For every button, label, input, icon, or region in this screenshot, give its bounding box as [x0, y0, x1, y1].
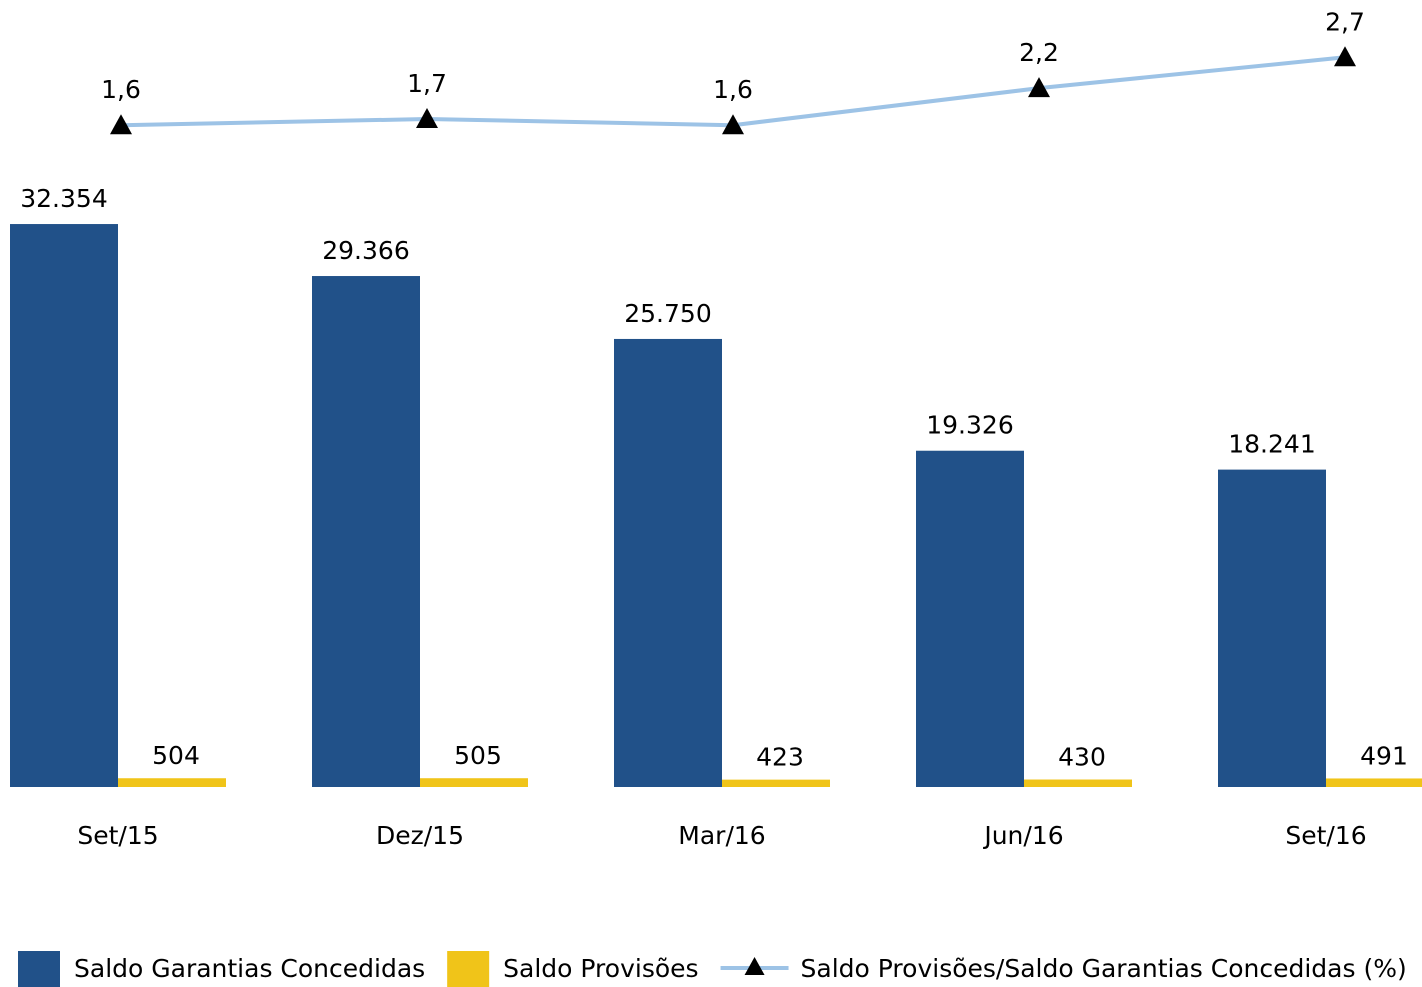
- bar: [312, 276, 420, 787]
- marker: [1334, 46, 1356, 67]
- marker: [1028, 77, 1050, 98]
- marker: [110, 114, 132, 135]
- bar: [1218, 469, 1326, 787]
- data-label: 504: [152, 741, 200, 770]
- bar: [916, 450, 1024, 787]
- marker: [416, 108, 438, 129]
- legend-label: Saldo Provisões/Saldo Garantias Concedid…: [801, 954, 1407, 983]
- legend-marker: [744, 957, 765, 975]
- legend-label: Saldo Provisões: [503, 954, 698, 983]
- legend-swatch: [447, 951, 490, 987]
- data-label: 491: [1360, 741, 1408, 770]
- x-tick-label: Jun/16: [982, 821, 1063, 850]
- data-label: 29.366: [322, 236, 409, 265]
- data-label: 1,6: [713, 75, 753, 104]
- marker: [722, 114, 744, 135]
- data-label: 1,7: [407, 69, 447, 98]
- data-label: 2,2: [1019, 38, 1059, 67]
- data-label: 430: [1058, 743, 1106, 772]
- legend-label: Saldo Garantias Concedidas: [74, 954, 425, 983]
- data-label: 25.750: [624, 299, 711, 328]
- bar: [1326, 778, 1422, 787]
- bar: [118, 778, 226, 787]
- data-label: 423: [756, 743, 804, 772]
- x-tick-label: Set/16: [1285, 821, 1366, 850]
- data-label: 32.354: [20, 184, 107, 213]
- x-tick-label: Dez/15: [376, 821, 464, 850]
- data-label: 18.241: [1228, 430, 1315, 459]
- x-tick-label: Mar/16: [678, 821, 765, 850]
- data-label: 1,6: [101, 75, 141, 104]
- bar: [1024, 779, 1132, 787]
- data-label: 19.326: [926, 411, 1013, 440]
- bar: [10, 224, 118, 787]
- data-label: 505: [454, 741, 502, 770]
- bar: [420, 778, 528, 787]
- legend-swatch: [18, 951, 60, 987]
- bar: [722, 779, 830, 787]
- bar: [614, 338, 722, 787]
- x-tick-label: Set/15: [77, 821, 158, 850]
- data-label: 2,7: [1325, 7, 1365, 36]
